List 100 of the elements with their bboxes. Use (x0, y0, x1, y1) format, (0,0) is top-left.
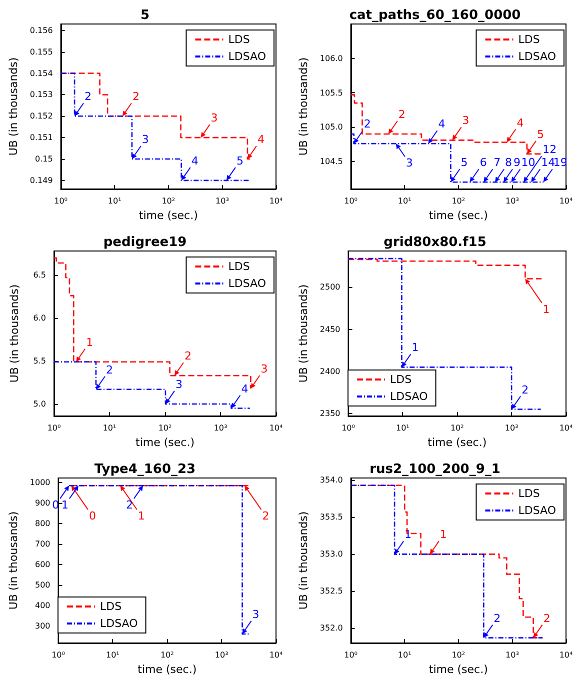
legend-label: LDS (518, 487, 540, 500)
annotation: 1 (61, 498, 68, 512)
y-axis-title: UB (in thousands) (297, 57, 310, 156)
annotation: 2 (398, 108, 406, 121)
y-axis-title: UB (in thousands) (7, 57, 20, 156)
x-tick-label: 10³ (504, 424, 518, 432)
y-tick-label: 353.0 (320, 550, 343, 559)
x-tick-label: 10² (160, 650, 174, 660)
x-axis-title: time (sec.) (138, 662, 197, 676)
x-tick-label: 10⁰ (342, 424, 355, 432)
x-tick-label: 10¹ (102, 424, 116, 432)
annotation: 4 (191, 154, 198, 168)
legend-label: LDS (228, 33, 250, 46)
y-tick-label: 6.0 (33, 314, 46, 323)
y-axis-title: UB (in thousands) (297, 284, 310, 383)
x-tick-label: 10⁴ (559, 424, 573, 432)
y-tick-label: 106.0 (320, 54, 343, 63)
y-tick-label: 5.5 (33, 356, 46, 366)
x-tick-label: 10⁴ (269, 196, 283, 206)
annotation: 2 (522, 383, 529, 396)
legend-label: LDSAO (100, 617, 138, 630)
x-tick-label: 10¹ (398, 650, 412, 660)
annotation: 3 (175, 378, 182, 391)
chart-title: cat_paths_60_160_0000 (349, 8, 521, 23)
x-tick-label: 10² (452, 196, 466, 206)
x-axis-title: time (sec.) (138, 208, 198, 222)
annotation: 2 (543, 612, 550, 625)
annotation: 4 (257, 133, 264, 146)
annotation: 5 (236, 154, 244, 168)
legend-label: LDSAO (518, 50, 556, 63)
x-tick-label: 10⁰ (54, 196, 68, 206)
x-tick-label: 10⁰ (344, 196, 358, 206)
annotation: 1 (412, 341, 419, 354)
chart-title: grid80x80.f15 (384, 235, 486, 250)
y-tick-label: 1000 (30, 478, 50, 488)
legend-label: LDS (228, 260, 250, 273)
y-tick-label: 900 (34, 498, 50, 508)
legend-label: LDSAO (518, 504, 556, 517)
y-tick-label: 2450 (320, 324, 340, 334)
y-tick-label: 0.15 (34, 154, 53, 164)
x-tick-label: 10⁴ (559, 196, 573, 206)
x-tick-label: 10² (158, 424, 172, 432)
y-tick-label: 105.0 (320, 122, 343, 132)
x-tick-label: 10³ (506, 196, 519, 206)
annotation: 2 (126, 498, 133, 512)
x-tick-label: 10² (450, 424, 464, 432)
annotation: 3 (406, 156, 413, 170)
annotation: 2 (132, 90, 140, 104)
annotation: 3 (260, 362, 268, 376)
x-axis-title: time (sec.) (428, 662, 488, 676)
annotation: 2 (364, 118, 371, 131)
legend-label: LDSAO (228, 50, 266, 63)
y-tick-label: 104.5 (320, 157, 343, 166)
y-axis-title: UB (in thousands) (8, 284, 21, 383)
y-tick-label: 800 (34, 519, 50, 528)
chart-title: Type4_160_23 (94, 462, 196, 477)
chart-title: 5 (140, 8, 150, 23)
annotation: 5 (536, 128, 544, 141)
annotation: 1 (542, 302, 550, 316)
annotation: 2 (106, 363, 113, 376)
x-tick-label: 10³ (214, 650, 228, 660)
y-tick-label: 2350 (320, 408, 340, 418)
x-axis-title: time (sec.) (136, 436, 194, 449)
x-tick-label: 10¹ (106, 650, 120, 660)
y-tick-label: 400 (34, 601, 50, 610)
y-tick-label: 0.152 (30, 112, 53, 121)
x-tick-label: 10³ (216, 196, 229, 206)
x-tick-label: 10⁴ (269, 424, 283, 432)
annotation: 4 (438, 118, 446, 131)
annotation: 9 (514, 156, 521, 170)
x-tick-label: 10⁰ (52, 650, 65, 660)
y-tick-label: 353.5 (320, 512, 343, 522)
x-tick-label: 10¹ (398, 196, 412, 206)
x-tick-label: 10¹ (108, 196, 122, 206)
annotation: 5 (460, 156, 468, 170)
x-tick-label: 10⁴ (559, 650, 573, 660)
legend-label: LDS (518, 33, 540, 46)
y-tick-label: 0.155 (30, 47, 53, 56)
y-tick-label: 0.154 (30, 68, 53, 78)
chart-title: pedigree19 (103, 235, 187, 250)
y-tick-label: 5.0 (33, 399, 46, 408)
chart-title: rus2_100_200_9_1 (370, 462, 500, 477)
annotation: 3 (142, 133, 149, 146)
y-tick-label: 600 (34, 560, 50, 570)
y-tick-label: 500 (34, 580, 50, 590)
y-tick-label: 2400 (320, 366, 340, 376)
annotation: 0 (88, 510, 96, 523)
annotation: 14 (541, 156, 556, 170)
annotation: 3 (252, 608, 260, 621)
x-tick-label: 10² (452, 650, 466, 660)
y-tick-label: 0.149 (30, 176, 53, 185)
annotation: 12 (542, 143, 557, 156)
x-tick-label: 10³ (506, 650, 519, 660)
y-tick-label: 2500 (320, 282, 340, 292)
annotation: 3 (462, 114, 470, 128)
annotation: 2 (494, 612, 501, 625)
legend-label: LDS (390, 373, 412, 386)
legend-label: LDS (100, 600, 122, 613)
annotation: 4 (241, 382, 248, 396)
annotation: 8 (505, 156, 512, 170)
